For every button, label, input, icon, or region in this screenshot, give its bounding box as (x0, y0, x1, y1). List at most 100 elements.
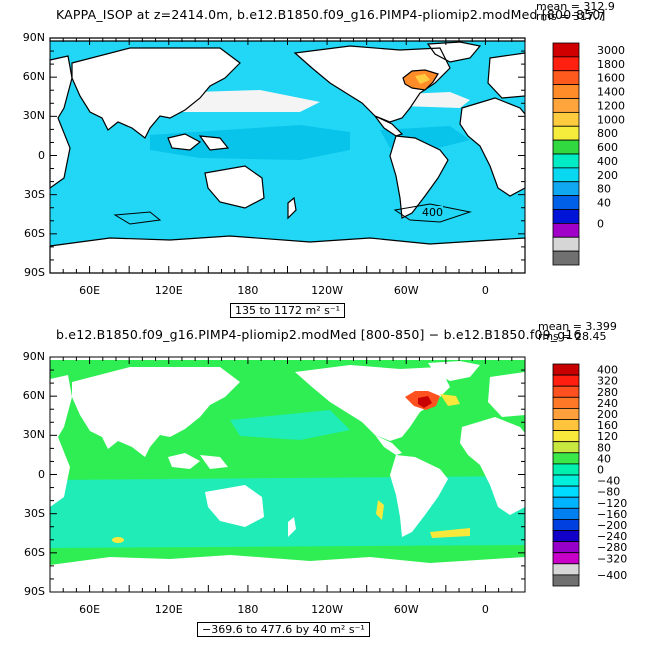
colorbar-swatch (552, 507, 580, 520)
lat-tick-label-90N: 90N (22, 31, 45, 44)
colorbar-swatch (552, 496, 580, 509)
lat-tick-label-90S: 90S (24, 585, 45, 598)
colorbar-swatch (552, 430, 580, 443)
colorbar-swatch (552, 563, 580, 576)
colorbar-swatch (552, 363, 580, 376)
panel-2-colorbar: 40032028024020016012080400−40−80−120−160… (552, 363, 627, 587)
lon-tick-label-60W: 60W (393, 603, 419, 616)
panel-2-yellow-patch-argentina (376, 500, 384, 520)
lon-tick-label-0: 0 (481, 284, 489, 297)
panel-2-pacific-band (230, 410, 350, 440)
colorbar-swatch (552, 167, 580, 183)
panel-2-yellow-patch-indian (112, 537, 124, 543)
colorbar-label: −200 (597, 519, 627, 532)
colorbar-swatch (552, 407, 580, 420)
colorbar-swatch (552, 419, 580, 432)
colorbar-swatch (552, 181, 580, 197)
lat-tick-label-30S: 30S (24, 187, 45, 201)
panel-1-mean: mean = 312.9 (536, 0, 615, 13)
colorbar-label: 120 (597, 430, 618, 443)
colorbar-swatch (552, 111, 580, 127)
colorbar-label: −120 (597, 497, 627, 510)
colorbar-swatch (552, 374, 580, 387)
colorbar-swatch (552, 574, 580, 587)
colorbar-label: 3000 (597, 44, 625, 57)
panel-1-rms: rms = 317.7 (536, 10, 605, 23)
colorbar-swatch (552, 250, 580, 266)
lat-tick-label-90S: 90S (24, 266, 45, 279)
colorbar-label: −80 (597, 486, 620, 499)
colorbar-swatch (552, 209, 580, 224)
panel-2-labrador-core (418, 396, 432, 408)
colorbar-label: −40 (597, 475, 620, 488)
colorbar-swatch (552, 463, 580, 476)
lat-tick-label-30N: 30N (22, 109, 45, 123)
colorbar-label: 1400 (597, 86, 625, 99)
lon-tick-label-60E: 60E (79, 284, 101, 297)
panel-2-yellow-patch-atlantic (430, 528, 470, 538)
panel-1-title: KAPPA_ISOP at z=2414.0m, b.e12.B1850.f09… (56, 7, 606, 22)
colorbar-swatch (552, 452, 580, 465)
colorbar-swatch (552, 195, 580, 210)
panel-2-mean: mean = 3.399 (538, 320, 617, 333)
panel-2-range-box: −369.6 to 477.6 by 40 m² s⁻¹ (197, 622, 370, 637)
colorbar-label: 200 (597, 408, 618, 421)
panel-2-yellow-patch (440, 394, 460, 406)
panel-2-title: b.e12.B1850.f09_g16.PIMP4-pliomip2.modMe… (56, 327, 582, 342)
colorbar-label: 800 (597, 127, 618, 140)
colorbar-label: −280 (597, 541, 627, 554)
panel-1-contour-label: 400 (422, 206, 443, 219)
lon-tick-label-120W: 120W (311, 284, 344, 297)
panel-1-contour-b (113, 211, 162, 225)
colorbar-swatch (552, 153, 580, 169)
panel-1 (49, 37, 526, 274)
colorbar-swatch (552, 485, 580, 498)
lat-tick-label-30N: 30N (22, 428, 45, 442)
colorbar-swatch (552, 125, 580, 141)
colorbar-swatch (552, 139, 580, 155)
colorbar-label: 280 (597, 386, 618, 399)
lat-tick-label-60S: 60S (24, 545, 45, 559)
axis-ticks (49, 37, 526, 593)
lon-tick-label-180: 180 (237, 284, 259, 297)
panel-2 (49, 356, 526, 593)
colorbar-swatch (552, 474, 580, 487)
panel-1-high-band (150, 125, 350, 160)
colorbar-swatch (552, 541, 580, 554)
colorbar-label: 1800 (597, 58, 625, 71)
lon-tick-label-120E: 120E (154, 603, 183, 616)
colorbar-label: −400 (597, 569, 627, 582)
lat-tick-label-60S: 60S (24, 226, 45, 240)
panel-1-range-box: 135 to 1172 m² s⁻¹ (230, 303, 346, 318)
colorbar-swatch (552, 56, 580, 72)
panel-2-rms: rms = 28.45 (538, 330, 607, 343)
colorbar-swatch (552, 84, 580, 99)
colorbar-swatch (552, 42, 580, 58)
lat-tick-label-90N: 90N (22, 350, 45, 363)
colorbar-swatch (552, 236, 580, 252)
colorbar-label: −320 (597, 552, 627, 565)
lon-tick-label-180: 180 (237, 603, 259, 616)
colorbar-label: 1000 (597, 113, 625, 126)
colorbar-label: 1200 (597, 99, 625, 112)
colorbar-label: 200 (597, 169, 618, 182)
colorbar-swatch (552, 222, 580, 238)
colorbar-swatch (552, 530, 580, 543)
lon-tick-label-120W: 120W (311, 603, 344, 616)
lat-tick-label-0: 0 (38, 148, 45, 162)
colorbar-label: −160 (597, 508, 627, 521)
lon-tick-label-120E: 120E (154, 284, 183, 297)
colorbar-label: 160 (597, 419, 618, 432)
lon-tick-label-60E: 60E (79, 603, 101, 616)
lon-tick-label-0: 0 (481, 603, 489, 616)
panel-1-labrador-core (415, 74, 430, 84)
colorbar-label: 0 (597, 463, 604, 476)
colorbar-label: 80 (597, 441, 611, 454)
colorbar-label: −240 (597, 530, 627, 543)
colorbar-swatch (552, 396, 580, 409)
lat-tick-label-60N: 60N (22, 389, 45, 403)
lat-tick-label-0: 0 (38, 467, 45, 481)
colorbar-label: 320 (597, 375, 618, 388)
panel-1-contour-400 (393, 203, 472, 223)
